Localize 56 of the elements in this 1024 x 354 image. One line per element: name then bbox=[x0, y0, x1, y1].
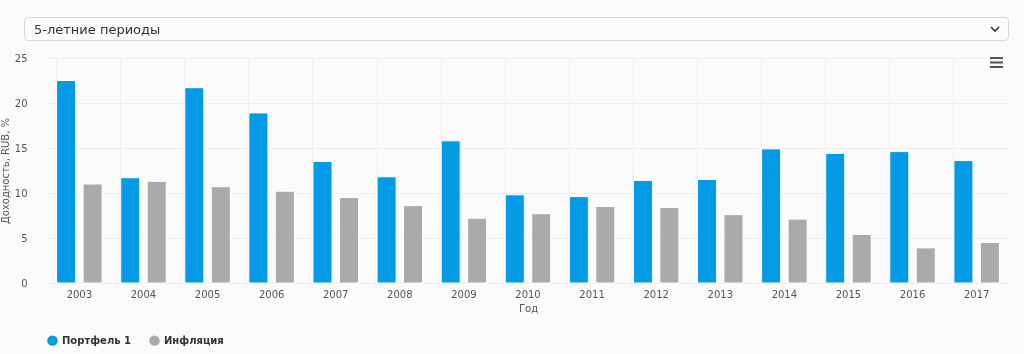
x-tick-label: 2009 bbox=[451, 288, 477, 300]
bar bbox=[531, 213, 552, 284]
bar bbox=[568, 196, 589, 284]
bar bbox=[915, 247, 936, 284]
bar bbox=[146, 180, 167, 284]
y-tick-label: 15 bbox=[14, 142, 28, 154]
bar bbox=[632, 179, 653, 284]
bar bbox=[504, 194, 525, 284]
bar bbox=[120, 177, 141, 284]
y-tick-label: 5 bbox=[21, 232, 28, 244]
x-axis-title: Год bbox=[518, 302, 539, 314]
x-tick-label: 2011 bbox=[579, 288, 605, 300]
x-tick-label: 2003 bbox=[66, 288, 93, 300]
x-tick-label: 2014 bbox=[771, 288, 798, 300]
x-tick-label: 2007 bbox=[323, 288, 349, 300]
x-tick-label: 2016 bbox=[899, 288, 926, 300]
y-tick-label: 10 bbox=[14, 187, 28, 199]
bar bbox=[274, 190, 295, 284]
bar bbox=[403, 205, 424, 284]
x-tick-label: 2013 bbox=[707, 288, 733, 300]
x-tick-label: 2012 bbox=[643, 288, 669, 300]
bar bbox=[82, 183, 103, 284]
bar bbox=[312, 161, 333, 284]
bar bbox=[825, 152, 846, 284]
x-tick-label: 2005 bbox=[194, 288, 221, 300]
bar bbox=[376, 176, 397, 284]
legend-label: Портфель 1 bbox=[62, 334, 132, 346]
bar bbox=[467, 217, 488, 284]
bar bbox=[953, 160, 974, 284]
bar bbox=[761, 148, 782, 284]
bar bbox=[979, 242, 1000, 284]
x-tick-label: 2015 bbox=[835, 288, 862, 300]
x-tick-label: 2004 bbox=[130, 288, 157, 300]
x-tick-label: 2010 bbox=[515, 288, 541, 300]
bar bbox=[56, 80, 77, 284]
chart-subtitle: 5-летние периоды bbox=[34, 22, 161, 37]
bar bbox=[210, 186, 231, 284]
legend-label: Инфляция bbox=[164, 334, 224, 346]
bar bbox=[659, 206, 680, 284]
bar bbox=[851, 233, 872, 284]
y-tick-label: 25 bbox=[14, 52, 28, 64]
bar bbox=[440, 140, 461, 284]
x-tick-label: 2017 bbox=[963, 288, 990, 300]
bar bbox=[889, 151, 910, 284]
bar bbox=[338, 197, 359, 284]
bar bbox=[248, 112, 269, 284]
bar bbox=[723, 214, 744, 284]
bar bbox=[184, 87, 205, 284]
bar bbox=[787, 218, 808, 284]
y-tick-label: 0 bbox=[21, 277, 28, 289]
x-tick-label: 2006 bbox=[258, 288, 285, 300]
x-tick-label: 2008 bbox=[387, 288, 413, 300]
bar bbox=[595, 206, 616, 284]
y-axis-title: Доходность, RUB, % bbox=[0, 117, 11, 225]
y-tick-label: 20 bbox=[14, 97, 28, 109]
bar bbox=[697, 179, 718, 284]
